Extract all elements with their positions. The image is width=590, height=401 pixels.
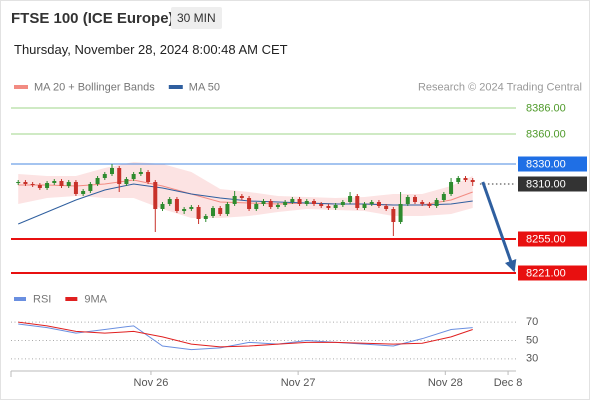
- legend-label: RSI: [33, 293, 51, 305]
- candle-body: [124, 179, 129, 184]
- legend-label: MA 50: [189, 81, 220, 93]
- candle-body: [355, 196, 360, 208]
- candle-body: [434, 200, 439, 206]
- level-label: 8330.00: [526, 158, 566, 170]
- legend-label: MA 20 + Bollinger Bands: [34, 81, 155, 93]
- chart-title: FTSE 100 (ICE Europe): [11, 10, 174, 27]
- candle-body: [420, 202, 425, 204]
- candle-body: [211, 208, 215, 216]
- candle-body: [312, 201, 316, 204]
- legend-swatch: [14, 297, 26, 301]
- level-box: [518, 265, 587, 281]
- candle-body: [73, 182, 78, 194]
- candle-body: [376, 202, 381, 206]
- candle-body: [23, 182, 28, 184]
- candle-body: [59, 181, 64, 186]
- candle-body: [261, 201, 266, 204]
- legend-label: 9MA: [84, 293, 107, 305]
- candle-body: [275, 205, 280, 207]
- level-box: [518, 231, 587, 247]
- level-label: 8255.00: [526, 233, 566, 245]
- y-tick-label: 50: [526, 334, 538, 346]
- candle-body: [239, 196, 244, 198]
- candle-body: [160, 204, 165, 209]
- candle-body: [95, 178, 100, 184]
- candle-body: [66, 182, 71, 186]
- candle-body: [369, 202, 374, 204]
- level-box: [518, 156, 587, 172]
- x-tick-label: Nov 28: [428, 377, 463, 389]
- legend-swatch: [14, 85, 28, 89]
- candle-body: [326, 206, 331, 208]
- candle-body: [37, 185, 42, 188]
- candle-body: [138, 172, 143, 174]
- candle-body: [283, 202, 288, 205]
- x-tick-label: Nov 27: [281, 377, 316, 389]
- forecast-arrow: [481, 181, 517, 273]
- candle-body: [254, 204, 259, 209]
- legend-swatch: [65, 297, 78, 301]
- candle-body: [153, 182, 158, 209]
- interval-badge[interactable]: 30 MIN: [171, 7, 222, 29]
- bollinger-band: [18, 162, 473, 218]
- candle-body: [45, 183, 50, 188]
- candle-body: [463, 178, 468, 180]
- level-box: [518, 176, 587, 192]
- candle-body: [384, 206, 389, 209]
- candle-body: [348, 196, 353, 202]
- level-label: 8310.00: [526, 178, 566, 190]
- y-tick-label: 70: [526, 316, 538, 328]
- candle-body: [405, 197, 410, 204]
- candle-body: [362, 204, 367, 208]
- candle-body: [110, 168, 114, 174]
- candle-body: [146, 172, 151, 182]
- candle-body: [232, 196, 237, 204]
- candle-body: [218, 208, 223, 214]
- candle-body: [391, 209, 396, 222]
- candle-body: [81, 191, 86, 194]
- candle-body: [304, 201, 309, 204]
- candle-body: [102, 174, 107, 178]
- level-label: 8221.00: [526, 267, 566, 279]
- legend-swatch: [168, 85, 183, 89]
- candle-body: [196, 207, 201, 219]
- candle-body: [340, 202, 345, 205]
- candle-body: [333, 205, 338, 208]
- indicator-line: [18, 321, 473, 348]
- candle-body: [470, 180, 475, 182]
- candle-body: [16, 182, 21, 183]
- candle-body: [174, 199, 179, 211]
- candle-body: [52, 181, 57, 183]
- candle-body: [441, 194, 446, 200]
- candle-body: [427, 204, 432, 206]
- candle-body: [290, 199, 295, 202]
- candle-body: [297, 199, 302, 204]
- candle-body: [398, 204, 403, 222]
- y-tick-label: 30: [526, 353, 538, 365]
- candle-body: [88, 184, 93, 191]
- candle-body: [182, 209, 187, 211]
- candle-body: [117, 168, 122, 184]
- candle-body: [456, 178, 461, 182]
- candle-body: [189, 207, 194, 209]
- candle-body: [131, 174, 136, 179]
- candle-body: [319, 204, 324, 206]
- candle-body: [268, 201, 273, 207]
- x-tick-label: Nov 26: [134, 377, 169, 389]
- level-label: 8386.00: [526, 102, 566, 114]
- candle-body: [413, 197, 417, 202]
- candle-body: [225, 204, 230, 214]
- x-tick-label: Dec 8: [494, 377, 523, 389]
- source-label: Research © 2024 Trading Central: [418, 81, 582, 93]
- candle-body: [167, 199, 172, 204]
- level-label: 8360.00: [526, 128, 566, 140]
- candle-body: [30, 184, 35, 185]
- candle-body: [449, 182, 454, 194]
- candle-body: [203, 216, 208, 219]
- chart-subtitle: Thursday, November 28, 2024 8:00:48 AM C…: [14, 42, 288, 57]
- candle-body: [247, 198, 252, 209]
